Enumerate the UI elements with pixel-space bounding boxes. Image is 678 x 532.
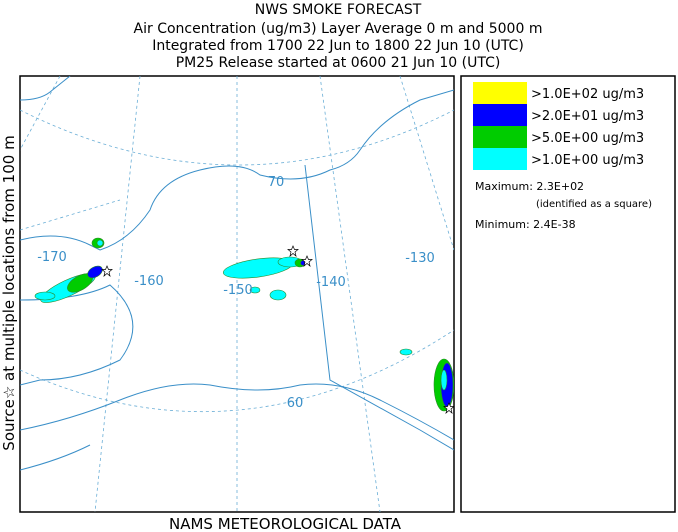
maximum: Maximum: 2.3E+02 (475, 180, 584, 193)
legend-swatch (473, 82, 527, 104)
smoke (87, 265, 103, 279)
maximum-note: (identified as a square) (536, 199, 652, 210)
subtitle: PM25 Release started at 0600 21 Jun 10 (… (176, 55, 501, 71)
latitude-label: 60 (287, 396, 304, 411)
longitude-label: -130 (405, 251, 435, 266)
legend-label: >2.0E+01 ug/m3 (531, 109, 644, 124)
source-marker (443, 402, 454, 414)
smoke-plumes (34, 237, 454, 414)
smoke (34, 291, 56, 301)
smoke (269, 289, 287, 301)
graticule (20, 76, 454, 512)
footer: NAMS METEOROLOGICAL DATA (169, 515, 402, 532)
source-marker (287, 245, 299, 257)
legend-swatch (473, 126, 527, 148)
minimum: Minimum: 2.4E-38 (475, 218, 576, 231)
legend-label: >5.0E+00 ug/m3 (531, 131, 644, 146)
subtitle: Integrated from 1700 22 Jun to 1800 22 J… (152, 38, 524, 54)
longitude-label: -140 (316, 275, 346, 290)
legend: >1.0E+02 ug/m3 >2.0E+01 ug/m3 >5.0E+00 ug/… (473, 82, 644, 170)
title: NWS SMOKE FORECAST (255, 2, 422, 18)
legend-label: >1.0E+02 ug/m3 (531, 87, 644, 102)
legend-swatch (473, 104, 527, 126)
smoke (440, 369, 448, 391)
subtitle: Air Concentration (ug/m3) Layer Average … (134, 21, 543, 37)
coastline (20, 76, 454, 471)
source-note: Source☆ at multiple locations from 100 m (0, 135, 18, 450)
source-marker (101, 265, 113, 277)
smoke (96, 239, 104, 247)
legend-swatch (473, 148, 527, 170)
map-area (20, 76, 454, 512)
longitude-label: -150 (223, 283, 253, 298)
smoke (399, 348, 413, 356)
longitude-label: -170 (37, 250, 67, 265)
legend-label: >1.0E+00 ug/m3 (531, 153, 644, 168)
smoke (249, 286, 261, 294)
source-marker (301, 255, 313, 267)
latitude-label: 70 (268, 175, 285, 190)
longitude-label: -160 (134, 274, 164, 289)
